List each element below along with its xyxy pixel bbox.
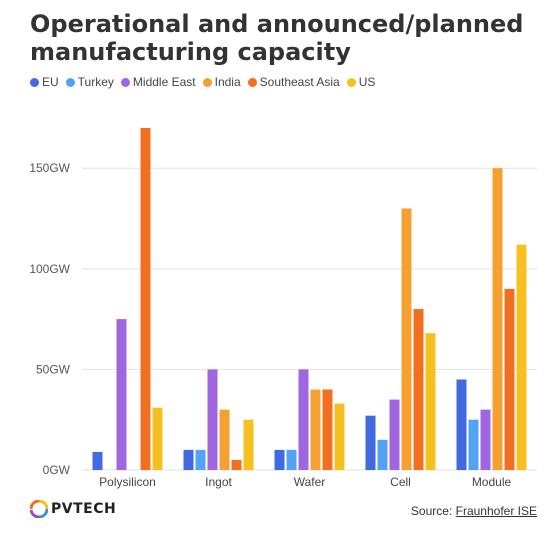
bar-southeast-asia-wafer	[322, 389, 333, 470]
bar-southeast-asia-cell	[413, 309, 424, 470]
legend-label-middle-east: Middle East	[132, 75, 196, 89]
x-tick-label: Wafer	[294, 475, 326, 489]
bar-turkey-cell	[377, 439, 388, 470]
x-tick-label: Polysilicon	[99, 475, 156, 489]
source-note: Source: Fraunhofer ISE	[411, 504, 537, 518]
bar-southeast-asia-polysilicon	[140, 128, 151, 470]
x-tick-label: Cell	[390, 475, 411, 489]
bar-eu-module	[456, 379, 467, 470]
bar-middle-east-polysilicon	[116, 319, 127, 470]
legend-label-southeast-asia: Southeast Asia	[259, 75, 340, 89]
bar-us-module	[516, 244, 527, 470]
legend-label-turkey: Turkey	[77, 75, 114, 89]
pvtech-logo-text: PVTECH	[51, 501, 117, 517]
x-tick-label: Module	[472, 475, 512, 489]
bar-eu-wafer	[274, 449, 285, 470]
legend-label-india: India	[214, 75, 241, 89]
legend-item-southeast-asia: Southeast Asia	[247, 75, 340, 89]
y-tick-label: 0GW	[43, 463, 71, 477]
legend-swatch-southeast-asia	[247, 77, 257, 87]
source-prefix: Source:	[410, 504, 456, 518]
bar-middle-east-ingot	[207, 369, 218, 470]
legend-swatch-middle-east	[120, 77, 130, 87]
bar-india-cell	[401, 208, 412, 470]
bar-southeast-asia-module	[504, 288, 515, 470]
bar-us-ingot	[243, 419, 254, 470]
legend-swatch-turkey	[65, 77, 75, 87]
bar-middle-east-module	[480, 409, 491, 470]
legend-item-turkey: Turkey	[65, 75, 114, 89]
y-tick-label: 50GW	[36, 362, 71, 376]
bar-us-polysilicon	[152, 407, 163, 470]
legend: EU Turkey Middle East India Southeast As…	[30, 75, 382, 89]
bar-india-module	[492, 168, 503, 470]
pvtech-logo: PVTECH	[30, 500, 116, 518]
bar-turkey-ingot	[195, 449, 206, 470]
legend-item-middle-east: Middle East	[120, 75, 196, 89]
legend-item-india: India	[202, 75, 241, 89]
bar-india-wafer	[310, 389, 321, 470]
legend-item-eu: EU	[30, 75, 59, 89]
bar-turkey-wafer	[286, 449, 297, 470]
legend-item-us: US	[346, 75, 376, 89]
legend-swatch-india	[202, 77, 212, 87]
bar-eu-ingot	[183, 449, 194, 470]
bar-middle-east-cell	[389, 399, 400, 470]
pvtech-logo-icon	[30, 500, 48, 518]
source-link[interactable]: Fraunhofer ISE	[455, 504, 537, 518]
legend-swatch-eu	[30, 77, 39, 87]
bar-middle-east-wafer	[298, 369, 309, 470]
legend-swatch-us	[346, 77, 356, 87]
bar-eu-cell	[365, 415, 376, 470]
bar-us-wafer	[334, 403, 345, 470]
bar-turkey-module	[468, 419, 479, 470]
bar-eu-polysilicon	[92, 451, 103, 470]
legend-label-eu: EU	[42, 75, 59, 89]
chart-title: Operational and announced/planned manufa…	[30, 10, 524, 66]
x-tick-label: Ingot	[205, 475, 232, 489]
y-tick-label: 100GW	[29, 262, 70, 276]
bar-india-ingot	[219, 409, 230, 470]
bar-southeast-asia-ingot	[231, 459, 242, 470]
y-tick-label: 150GW	[29, 161, 70, 175]
legend-label-us: US	[358, 75, 376, 89]
bar-us-cell	[425, 333, 436, 470]
